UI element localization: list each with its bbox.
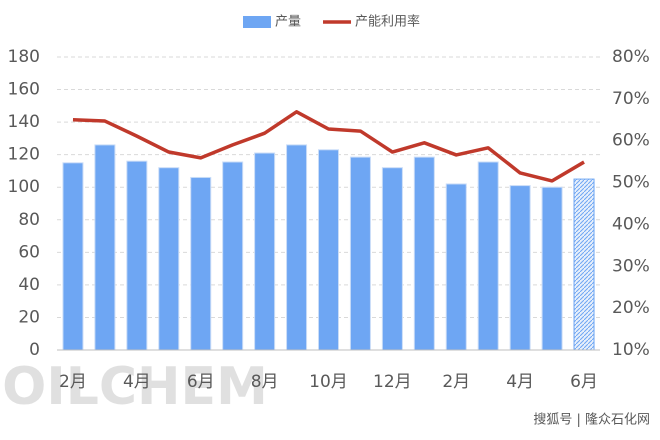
x-tick-label: 4月 xyxy=(506,372,534,392)
y-tick-label: 100 xyxy=(8,177,40,197)
bar xyxy=(222,161,244,351)
bar xyxy=(190,176,212,351)
x-tick-label: 10月 xyxy=(309,372,348,392)
bar xyxy=(349,156,371,351)
bar xyxy=(286,144,308,351)
line xyxy=(72,110,585,183)
bar xyxy=(413,156,435,351)
y2-tick-label: 60% xyxy=(612,131,650,151)
y-tick-label: 140 xyxy=(8,112,40,132)
x-tick-label: 4月 xyxy=(123,372,151,392)
bar xyxy=(477,161,499,351)
bar xyxy=(318,149,339,351)
y-tick-label: 20 xyxy=(18,307,40,327)
x-tick-label: 8月 xyxy=(251,372,279,392)
y2-tick-label: 70% xyxy=(612,89,650,109)
y-tick-label: 0 xyxy=(29,340,40,360)
bar xyxy=(254,152,276,351)
y-tick-label: 120 xyxy=(8,145,40,165)
y-tick-label: 180 xyxy=(8,47,40,67)
y2-tick-label: 40% xyxy=(612,214,650,234)
bar xyxy=(573,178,595,351)
bar xyxy=(509,185,531,351)
bar xyxy=(381,167,403,351)
y2-tick-label: 20% xyxy=(612,298,650,318)
y-tick-label: 160 xyxy=(8,80,40,100)
y-tick-label: 40 xyxy=(18,275,40,295)
x-tick-label: 6月 xyxy=(570,372,598,392)
y-tick-label: 80 xyxy=(18,210,40,230)
legend-label: 产能利用率 xyxy=(355,14,420,30)
bar xyxy=(158,167,180,351)
x-tick-label: 12月 xyxy=(373,372,412,392)
source: 搜狐号 | 隆众石化网 xyxy=(533,413,650,428)
legend-label: 产量 xyxy=(275,15,301,30)
bar xyxy=(62,162,84,351)
x-tick-label: 2月 xyxy=(59,372,87,392)
bar xyxy=(126,160,148,351)
bar xyxy=(445,183,467,351)
bar xyxy=(94,144,116,351)
x-tick-label: 2月 xyxy=(442,372,470,392)
x-tick-label: 6月 xyxy=(187,372,215,392)
y-tick-label: 60 xyxy=(18,242,40,262)
watermark: OILCHEM xyxy=(2,357,268,417)
y2-tick-label: 80% xyxy=(612,47,650,67)
y2-tick-label: 10% xyxy=(612,340,650,360)
y2-tick-label: 50% xyxy=(612,173,650,193)
bar xyxy=(541,186,563,351)
legend-swatch xyxy=(243,16,271,28)
y2-tick-label: 30% xyxy=(612,256,650,276)
